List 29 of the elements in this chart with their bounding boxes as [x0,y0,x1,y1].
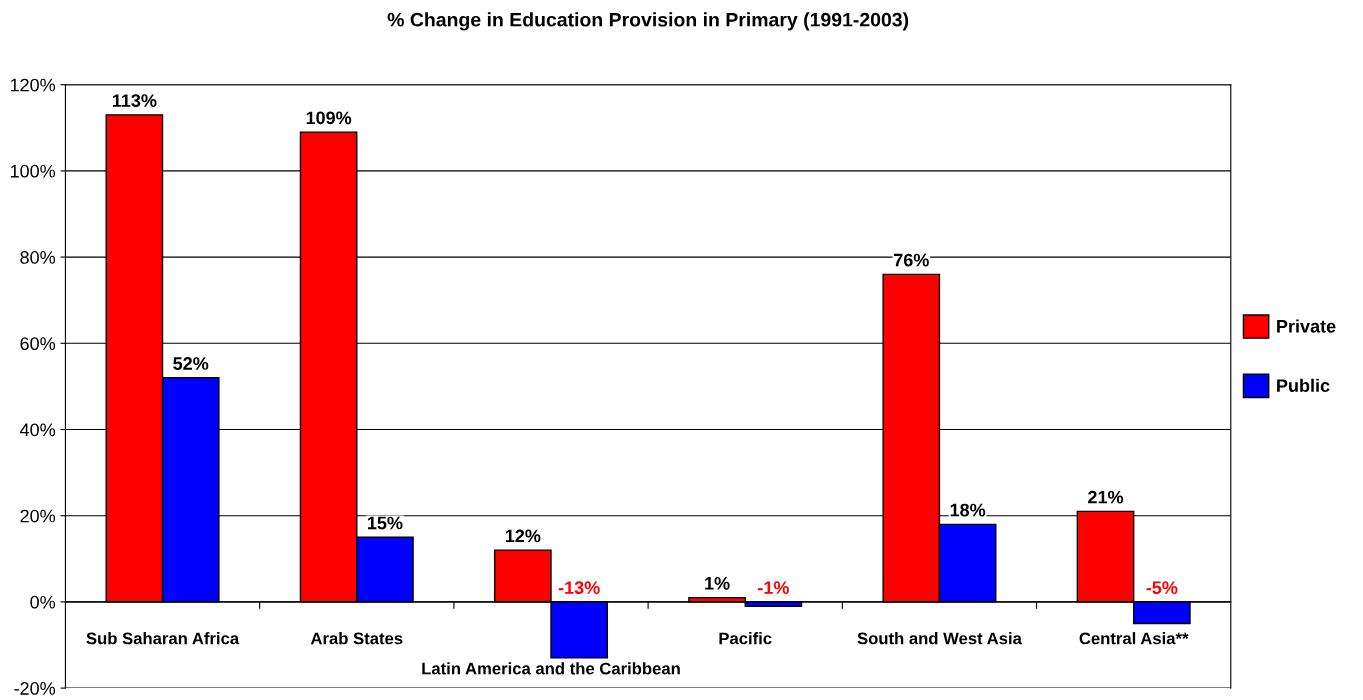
data-label: 109% [306,111,352,125]
y-tick-label: 100% [10,164,56,178]
data-label: 113% [112,94,157,108]
chart-title: % Change in Education Provision in Primary (1991-2003) [387,12,909,31]
y-tick-label: 20% [20,509,56,523]
data-label: -1% [758,581,789,594]
data-label: 21% [1088,490,1124,504]
data-label: 15% [368,516,403,530]
legend-label: Private [1277,319,1336,333]
x-tick-label: Pacific [719,632,772,645]
data-label: 52% [173,357,209,370]
data-label: 18% [950,503,986,517]
x-tick-label: Central Asia** [1079,632,1189,645]
y-tick-label: 0% [30,595,56,609]
data-label: -5% [1146,581,1178,595]
y-tick-label: 40% [19,423,56,437]
y-tick-label: -20% [14,682,56,695]
y-tick-label: 80% [20,251,56,264]
x-tick-label: Latin America and the Caribbean [422,662,680,675]
data-label: 1% [705,576,730,590]
x-tick-label: Sub Saharan Africa [86,632,240,645]
legend-label: Public [1277,378,1330,392]
data-label: -13% [558,581,600,595]
data-label: 76% [893,253,929,267]
data-label: 12% [505,529,541,543]
y-tick-label: 60% [20,337,56,351]
x-tick-label: South and West Asia [857,632,1022,645]
y-tick-label: 120% [10,78,56,92]
x-tick-label: Arab States [310,632,403,645]
